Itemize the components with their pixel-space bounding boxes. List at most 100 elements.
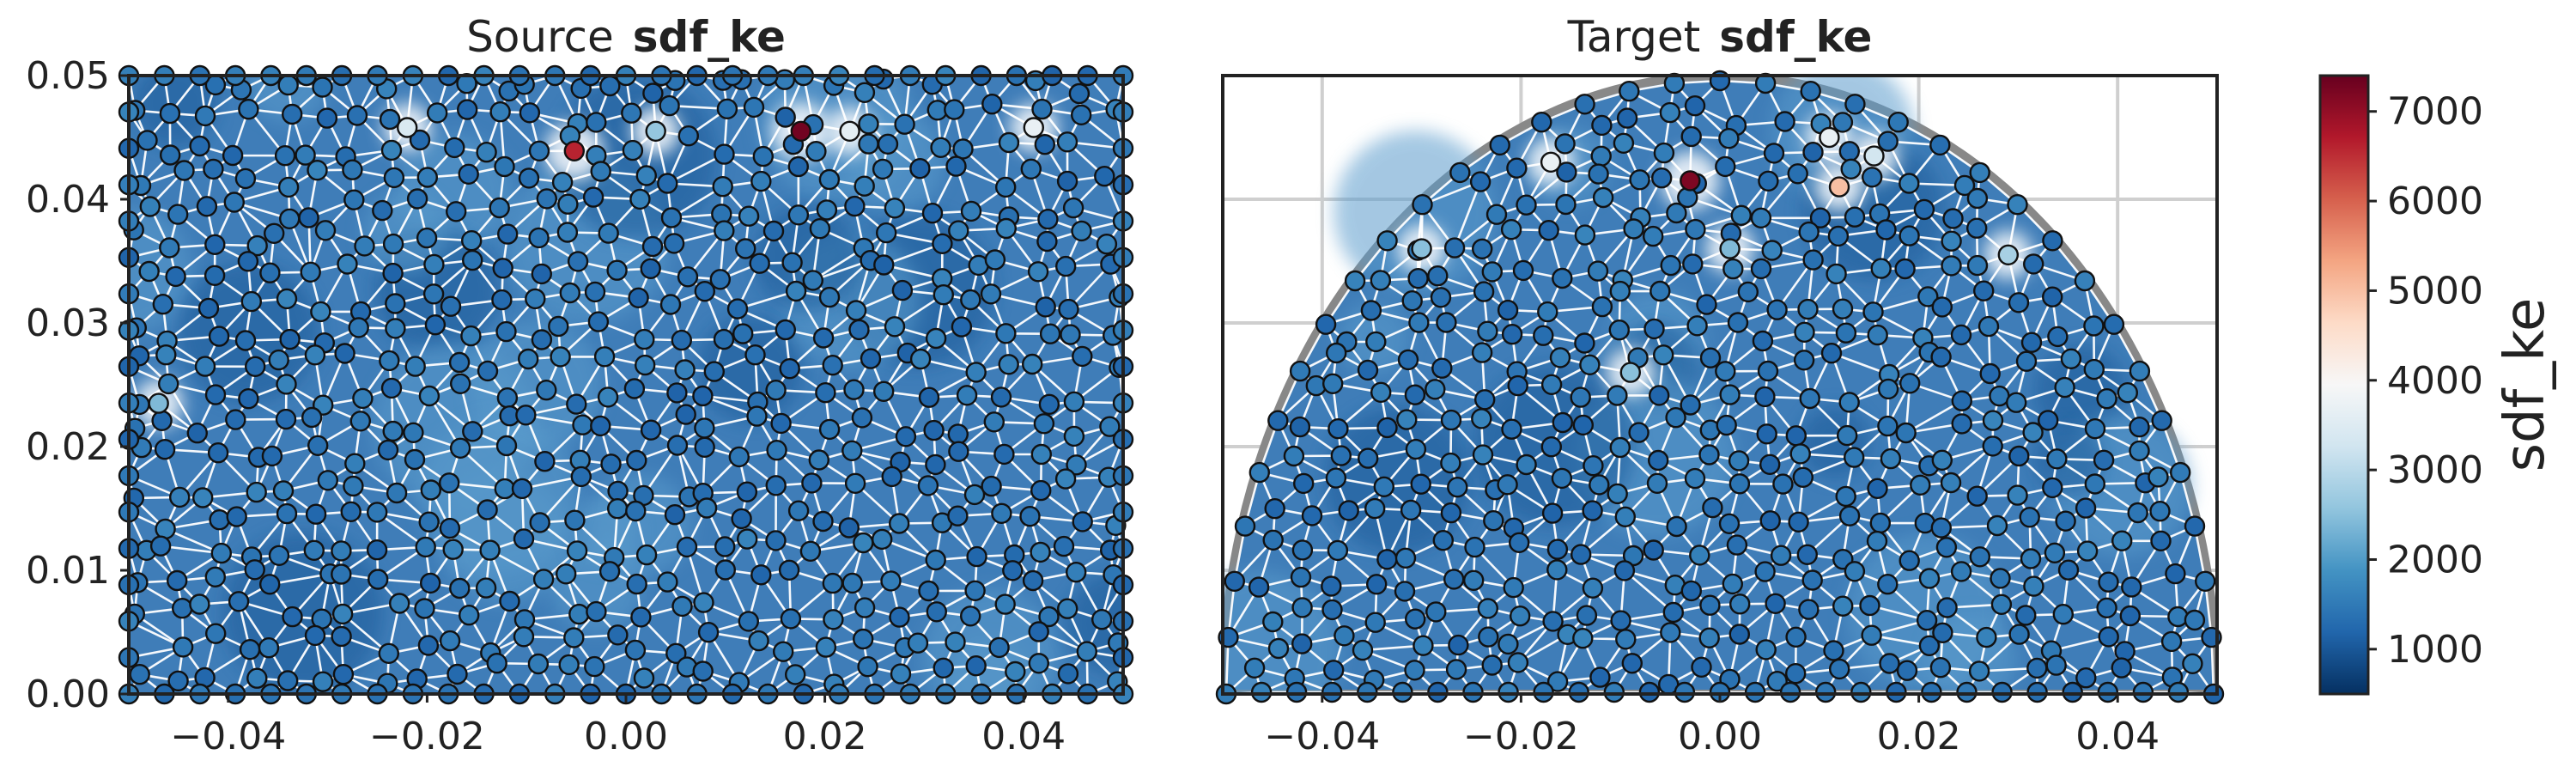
mesh-node [1431,357,1453,379]
mesh-node [787,500,810,521]
mesh-node [312,76,333,98]
mesh-node [532,569,555,590]
mesh-node [1680,394,1701,416]
mesh-node [2037,410,2059,431]
mesh-node [1267,637,1290,660]
mesh-node [1965,217,1988,239]
mesh-node [343,189,365,210]
mesh-node [167,670,189,691]
mesh-node [416,167,438,188]
mesh-node [1936,597,1958,618]
mesh-node [948,220,969,241]
mesh-node [808,449,829,471]
mesh-node [2052,604,2075,625]
mesh-node [264,222,285,244]
mesh-node [1820,343,1843,364]
mesh-node [991,502,1012,524]
mesh-node [823,609,844,630]
mesh-node [952,138,974,160]
mesh-node [1629,169,1650,191]
mesh-node [1485,204,1508,225]
mesh-node [1248,576,1270,598]
mesh-node [666,435,689,456]
mesh-node [1478,626,1499,648]
mesh-node [1531,111,1552,133]
mesh-node [1405,438,1427,460]
mesh-node [1869,512,1892,534]
mesh-node [1844,206,1866,228]
mesh-node [712,175,733,198]
mesh-node [1503,576,1524,599]
mesh-node [1750,207,1772,229]
mesh-node [1931,449,1953,471]
mesh-node [1036,230,1058,253]
mesh-node [812,510,834,533]
mesh-node [1062,197,1084,219]
mesh-node [1819,126,1840,149]
mesh-node [714,536,736,557]
mesh-node [925,327,947,350]
mesh-node [2083,358,2105,380]
mesh-node [845,300,867,321]
mesh-node [1404,608,1426,630]
mesh-node [1722,573,1744,595]
mesh-node [1990,593,2013,615]
mesh-node [1005,660,1026,683]
mesh-node [1899,225,1920,247]
mesh-node [964,580,986,601]
mesh-node [983,411,1005,433]
mesh-node [403,422,424,443]
mesh-node [857,656,878,678]
mesh-node [244,559,265,581]
mesh-node [990,386,1012,408]
mesh-node [531,329,553,350]
colorbar-tick-label: 2000 [2387,538,2483,581]
mesh-node [1793,350,1815,371]
mesh-node [2075,497,2097,519]
mesh-node [582,186,605,208]
mesh-node [228,591,250,612]
mesh-node [148,393,169,414]
mesh-node [1755,639,1777,660]
mesh-node [635,354,656,376]
mesh-node [659,94,680,117]
mesh-node [1702,496,1723,519]
x-tick-label: −0.02 [369,715,485,758]
mesh-node [301,406,323,429]
mesh-node [1728,624,1751,645]
mesh-node [1766,299,1788,320]
mesh-node [1400,499,1422,521]
mesh-node [1054,255,1077,277]
mesh-node [2117,382,2139,404]
mesh-node [525,288,546,310]
mesh-node [528,227,550,249]
mesh-node [1899,173,1920,194]
mesh-node [981,93,1003,115]
mesh-node [2008,292,2030,313]
mesh-node [513,626,535,648]
mesh-node [1828,176,1850,198]
mesh-node [1344,270,1366,292]
mesh-node [1680,125,1702,148]
mesh-node [340,501,361,522]
mesh-node [246,234,268,257]
mesh-node [382,420,404,442]
mesh-node [593,346,616,368]
mesh-node [1262,611,1284,633]
mesh-node [1966,485,1988,507]
mesh-node [1894,258,1916,280]
mesh-node [785,664,806,685]
mesh-node [998,131,1020,154]
mesh-node [844,195,866,217]
mesh-node [1689,545,1710,566]
mesh-node [2098,626,2119,648]
y-tick-label: 0.01 [26,549,110,593]
mesh-node [780,608,802,630]
mesh-node [1590,145,1612,167]
mesh-node [947,505,969,526]
mesh-node [499,590,520,612]
mesh-node [423,253,445,276]
mesh-node [259,574,281,595]
colorbar-tick-label: 6000 [2387,180,2483,223]
mesh-node [447,663,468,685]
